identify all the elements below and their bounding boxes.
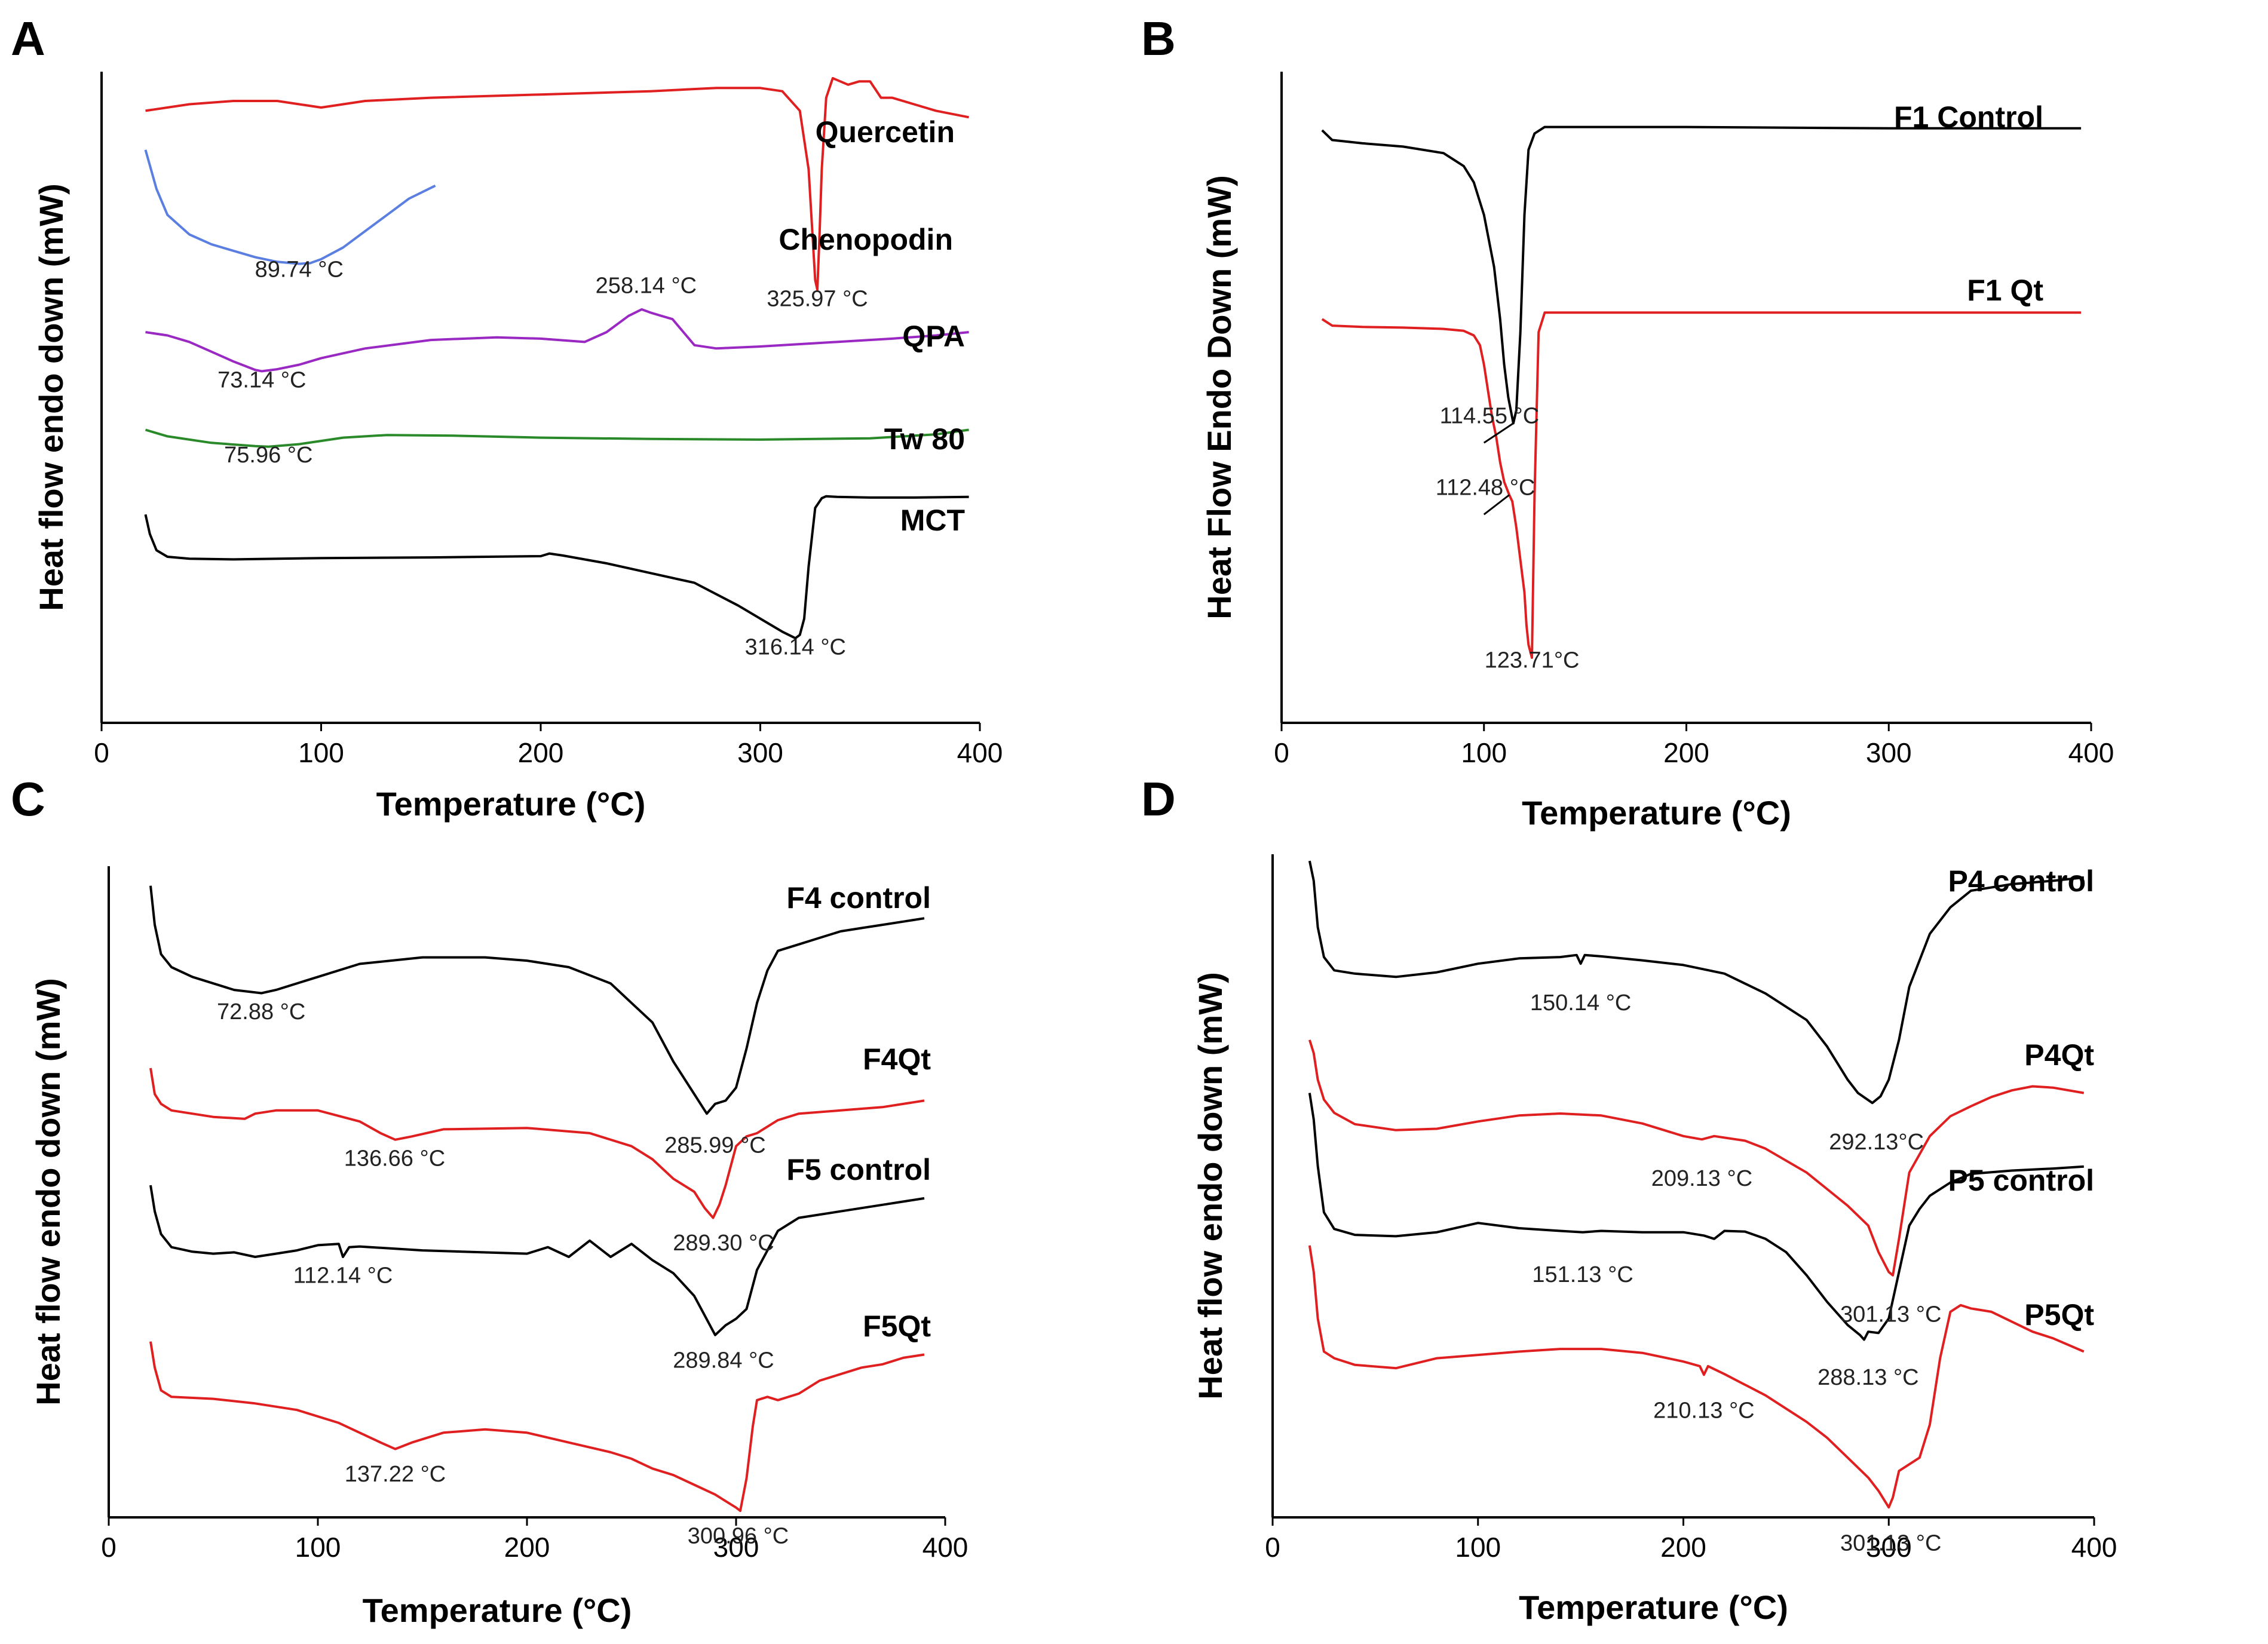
peak-annotation: 73.14 °C (217, 368, 306, 393)
series-line-f5-control (149, 1185, 925, 1336)
series-label: P4 control (1948, 864, 2094, 898)
panel-letter: C (11, 772, 45, 826)
series-label: Tw 80 (884, 422, 965, 456)
annotation-leader (1483, 494, 1510, 516)
peak-annotation: 75.96 °C (224, 443, 312, 468)
x-tick-label: 400 (2068, 737, 2114, 768)
series-label: P4Qt (2024, 1038, 2094, 1072)
series-line-f1-qt (1321, 311, 2082, 659)
peak-annotation: 301.13 °C (1840, 1302, 1941, 1327)
x-tick-label: 400 (957, 737, 1003, 768)
x-tick-label: 100 (295, 1532, 341, 1563)
x-tick-label: 0 (94, 737, 109, 768)
x-axis-title: Temperature (°C) (376, 785, 646, 823)
series-line-p5-control (1308, 1093, 2084, 1341)
x-tick-label: 300 (713, 1532, 759, 1563)
series-line-p4-control (1308, 860, 2085, 1105)
panel-letter: D (1141, 772, 1176, 826)
peak-annotation: 258.14 °C (596, 274, 697, 299)
peak-annotation: 292.13°C (1829, 1130, 1924, 1155)
x-tick-label: 0 (101, 1532, 117, 1563)
series-label: P5 control (1948, 1164, 2094, 1197)
x-axis-title: Temperature (°C) (1522, 794, 1791, 832)
series-label: F4Qt (863, 1042, 931, 1076)
panel-d: D 0 100 200 300 400 Temperature (°C) Heat flow … (1141, 772, 2117, 1626)
peak-annotation: 136.66 °C (344, 1146, 445, 1171)
series-line-f1-control (1321, 125, 2082, 425)
y-axis-title: Heat flow endo down (mW) (1191, 972, 1229, 1399)
series-label: MCT (900, 504, 965, 537)
peak-annotation: 137.22 °C (345, 1462, 446, 1487)
peak-annotation: 112.48 °C (1436, 476, 1536, 501)
peak-annotation: 325.97 °C (767, 286, 868, 311)
x-tick-label: 0 (1265, 1532, 1280, 1563)
series-label: Chenopodin (779, 223, 953, 256)
series-line-mct (144, 495, 969, 640)
x-axis-title: Temperature (°C) (1519, 1588, 1788, 1626)
peak-annotation: 112.14 °C (293, 1263, 393, 1289)
y-axis-title: Heat flow endo down (mW) (32, 183, 70, 611)
peak-annotation: 89.74 °C (255, 257, 344, 282)
x-tick-label: 200 (518, 737, 564, 768)
panel-letter: A (11, 12, 45, 65)
y-axis-title: Heat flow endo down (mW) (29, 978, 67, 1405)
series-line-tw-80 (145, 428, 969, 448)
series-line-p5qt (1308, 1245, 2085, 1509)
series-label: P5Qt (2024, 1298, 2094, 1332)
panel-letter: B (1141, 12, 1176, 65)
x-tick-label: 100 (1461, 737, 1507, 768)
series-line-chenopodin (144, 149, 436, 265)
peak-annotation: 209.13 °C (1651, 1166, 1752, 1191)
peak-annotation: 285.99 °C (664, 1133, 765, 1158)
series-label: F1 Control (1894, 100, 2043, 134)
x-tick-label: 400 (922, 1532, 969, 1563)
x-tick-label: 100 (1455, 1532, 1501, 1563)
series-line-quercetin (145, 76, 969, 292)
series-label: F4 control (786, 881, 931, 915)
x-tick-label: 300 (737, 737, 783, 768)
series-line-f5qt (149, 1341, 925, 1513)
series-label: F1 Qt (1967, 274, 2043, 307)
x-axis-title: Temperature (°C) (363, 1591, 632, 1629)
x-tick-label: 200 (1660, 1532, 1706, 1563)
series-label: F5Qt (863, 1309, 931, 1343)
peak-annotation: 289.30 °C (673, 1231, 774, 1256)
x-tick-label: 100 (298, 737, 344, 768)
series-line-f4qt (149, 1068, 925, 1219)
peak-annotation: 301.13 °C (1840, 1531, 1941, 1556)
peak-annotation: 289.84 °C (673, 1348, 774, 1373)
peak-annotation: 300.96 °C (688, 1524, 789, 1549)
panel-c: C 0 100 200 300 400 Temperature (°C) Heat flow … (11, 772, 968, 1629)
peak-annotation: 288.13 °C (1818, 1365, 1918, 1390)
series-label: QPA (902, 320, 965, 353)
y-axis-title: Heat Flow Endo Down (mW) (1200, 175, 1238, 619)
x-tick-label: 300 (1866, 1532, 1912, 1563)
peak-annotation: 123.71°C (1485, 648, 1580, 673)
peak-annotation: 150.14 °C (1530, 990, 1631, 1016)
peak-annotation: 72.88 °C (217, 999, 305, 1025)
series-label: F5 control (786, 1153, 931, 1186)
peak-annotation: 210.13 °C (1653, 1398, 1754, 1424)
panel-b: B 0 100 200 300 400 Temperature (°C) Heat Flow … (1141, 12, 2114, 832)
x-tick-label: 0 (1274, 737, 1289, 768)
x-tick-label: 400 (2071, 1532, 2117, 1563)
x-tick-label: 200 (504, 1532, 550, 1563)
peak-annotation: 316.14 °C (745, 635, 846, 660)
series-line-p4qt (1308, 1039, 2085, 1277)
peak-annotation: 114.55 °C (1440, 404, 1540, 429)
series-label: Quercetin (816, 115, 955, 149)
series-line-qpa (145, 308, 969, 373)
peak-annotation: 151.13 °C (1532, 1262, 1633, 1287)
series-line-f4-control (149, 885, 925, 1115)
panel-a: A 0 100 200 300 400 Temperature (°C) Heat flow … (11, 12, 1003, 823)
x-tick-label: 300 (1866, 737, 1912, 768)
annotation-leader (1483, 422, 1514, 444)
x-tick-label: 200 (1663, 737, 1709, 768)
